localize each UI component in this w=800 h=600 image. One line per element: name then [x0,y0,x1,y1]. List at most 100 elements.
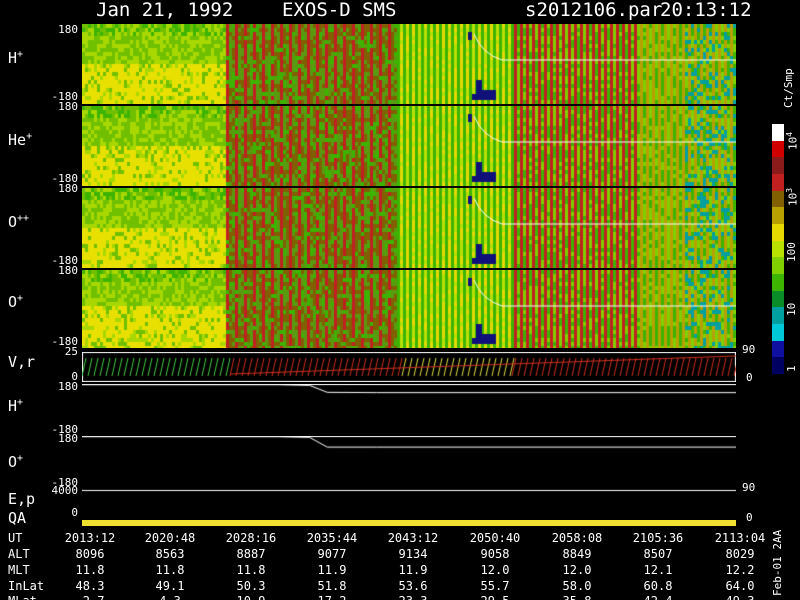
panel1-ymin: -180 [51,172,79,185]
footer-stamp: Feb-01 2AA [771,529,784,596]
qa-bar [82,520,736,526]
table-cell: 9134 [398,547,428,561]
table-cell: 2020:48 [144,531,196,545]
colorbar-swatch [772,274,784,292]
spectrogram-o-plus-plus [82,188,736,268]
colorbar-swatch [772,240,784,258]
table-cell: 53.6 [398,579,428,593]
panel-label-vr: V,r [8,353,36,371]
colorbar [772,124,784,375]
table-cell: 11.9 [398,563,428,577]
colorbar-label-100: 100 [785,242,798,262]
vr-ymin: 0 [71,370,78,383]
colorbar-label-10-3: 103 [785,187,800,206]
table-cell: 8029 [725,547,755,561]
line1-ymax: 180 [58,432,78,445]
table-row-label: ALT [8,547,30,561]
colorbar-label-10: 10 [785,302,798,316]
panel1-ymax: 180 [58,100,78,113]
header-time: 20:13:12 [660,0,752,21]
colorbar-unit: Ct/Smp [782,68,795,108]
spectrogram-o-plus [82,270,736,348]
ep-ymax: 4000 [51,484,79,497]
table-cell: 12.0 [562,563,592,577]
colorbar-swatch [772,257,784,275]
table-cell: -2.7 [60,595,120,600]
table-cell: 2105:36 [632,531,684,545]
line0-ymax: 180 [58,380,78,393]
colorbar-swatch [772,340,784,358]
table-row-label: InLat [8,579,45,593]
table-cell: 8887 [236,547,266,561]
table-cell: 12.2 [725,563,755,577]
table-cell: 12.1 [643,563,673,577]
table-cell: 10.9 [221,595,281,600]
header-date: Jan 21, 1992 [96,0,234,21]
spectrogram-he-plus [82,106,736,186]
panel2-ymin: -180 [51,254,79,267]
table-row-label: MLat [8,595,37,600]
table-cell: 48.3 [75,579,105,593]
colorbar-swatch [772,324,784,342]
table-cell: 29.5 [465,595,525,600]
vr-right-ymax: 90 [742,343,756,356]
colorbar-swatch [772,307,784,325]
table-row-label: MLT [8,563,30,577]
table-cell: 2043:12 [387,531,439,545]
table-cell: 4.3 [140,595,200,600]
table-cell: 11.8 [236,563,266,577]
table-cell: 8563 [155,547,185,561]
panel3-ymin: -180 [51,335,79,348]
table-cell: 2050:40 [469,531,521,545]
table-row-label: UT [8,531,23,545]
table-cell: 55.7 [480,579,510,593]
o-plus-line-panel [82,436,736,486]
panel-label-he-plus: He+ [8,131,33,149]
table-cell: 35.8 [547,595,607,600]
table-cell: 2113:04 [714,531,766,545]
colorbar-swatch [772,207,784,225]
table-cell: 8849 [562,547,592,561]
colorbar-swatch [772,140,784,158]
vr-right-ymin: 0 [746,371,753,384]
table-cell: 2035:44 [306,531,358,545]
table-cell: 8507 [643,547,673,561]
panel-label-h-plus: H+ [8,49,24,67]
table-cell: 8096 [75,547,105,561]
panel-label-o-plus-plus: O++ [8,213,30,231]
colorbar-swatch [772,290,784,308]
colorbar-swatch [772,190,784,208]
line1-ymin: -180 [51,476,79,489]
colorbar-label-1: 1 [785,365,798,372]
panel0-ymin: -180 [51,90,79,103]
panel-label-qa: QA [8,509,27,527]
colorbar-label-10-4: 104 [785,131,800,150]
panel-label-o-plus: O+ [8,293,24,311]
spectrogram-h-plus [82,24,736,104]
table-cell: 12.0 [480,563,510,577]
line0-ymin: -180 [51,423,79,436]
table-cell: 60.8 [643,579,673,593]
table-cell: 11.8 [75,563,105,577]
table-cell: 11.8 [155,563,185,577]
table-cell: 9058 [480,547,510,561]
table-cell: 49.3 [710,595,770,600]
h-plus-line-panel [82,384,736,434]
colorbar-swatch [772,157,784,175]
colorbar-swatch [772,174,784,192]
table-cell: 49.1 [155,579,185,593]
panel-label-h-plus-line: H+ [8,397,24,415]
colorbar-swatch [772,357,784,375]
vr-panel [82,352,736,382]
table-cell: 23.3 [383,595,443,600]
table-cell: 17.2 [302,595,362,600]
colorbar-swatch [772,124,784,142]
table-cell: 2013:12 [64,531,116,545]
table-cell: 11.9 [317,563,347,577]
panel-label-ep: E,p [8,490,36,508]
table-cell: 58.0 [562,579,592,593]
ep-ymin: 0 [71,506,78,519]
vr-ymax: 25 [64,345,78,358]
ep-right-ymin: 0 [746,511,753,524]
